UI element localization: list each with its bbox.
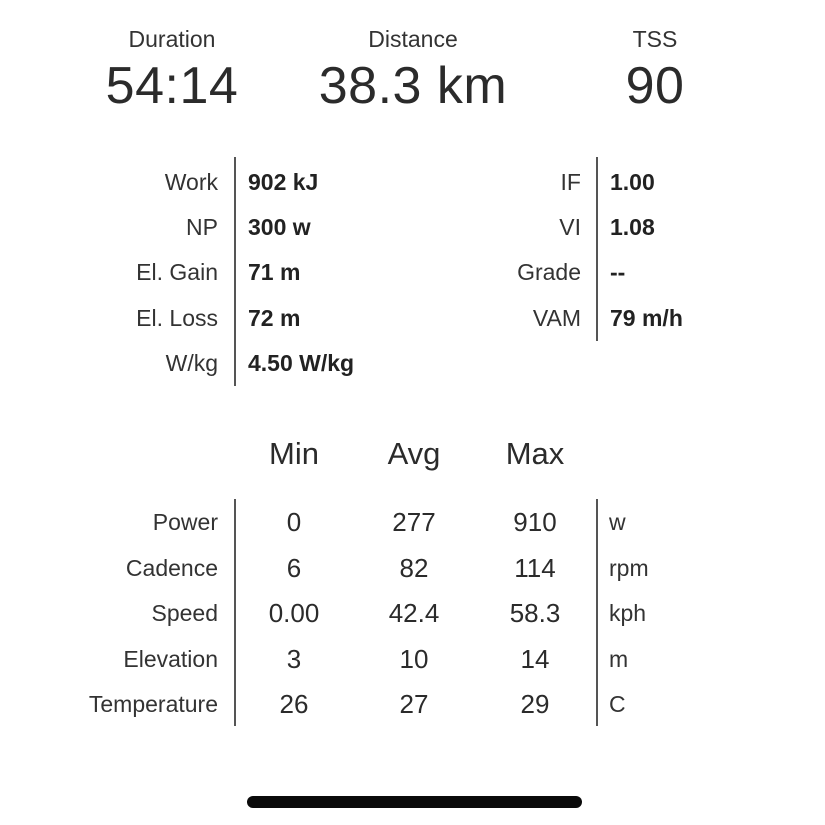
- metric-label-work: Work: [164, 169, 218, 195]
- cell-speed-max: 58.3: [509, 598, 561, 628]
- unit-power: w: [609, 509, 626, 535]
- cell-power-max: 910: [513, 507, 557, 537]
- metrics-left-divider: [234, 157, 236, 386]
- cell-temperature-avg: 27: [399, 689, 429, 719]
- cell-temperature-max: 29: [520, 689, 550, 719]
- cell-elevation-max: 14: [520, 644, 550, 674]
- metric-value-if: 1.00: [610, 169, 655, 195]
- metric-label-wkg: W/kg: [165, 350, 218, 376]
- metric-value-el-loss: 72 m: [248, 305, 301, 331]
- stats-left-divider: [234, 499, 236, 726]
- cell-speed-avg: 42.4: [388, 598, 440, 628]
- metric-label-vi: VI: [559, 214, 581, 240]
- cell-cadence-avg: 82: [399, 553, 429, 583]
- cell-cadence-min: 6: [286, 553, 302, 583]
- row-label-temperature: Temperature: [88, 691, 218, 717]
- unit-temperature: C: [609, 691, 626, 717]
- row-label-power: Power: [152, 509, 218, 535]
- metric-label-grade: Grade: [517, 259, 581, 285]
- tss-label: TSS: [632, 26, 678, 52]
- metric-value-wkg: 4.50 W/kg: [248, 350, 355, 376]
- metric-label-np: NP: [186, 214, 218, 240]
- row-label-speed: Speed: [151, 600, 218, 626]
- row-label-elevation: Elevation: [123, 646, 218, 672]
- metric-value-work: 902 kJ: [248, 169, 319, 195]
- column-header-max: Max: [505, 436, 565, 471]
- metrics-right-divider: [596, 157, 598, 341]
- duration-value: 54:14: [105, 57, 239, 115]
- cell-power-avg: 277: [392, 507, 436, 537]
- column-header-avg: Avg: [387, 436, 441, 471]
- metric-value-grade: --: [610, 259, 626, 285]
- cell-power-min: 0: [286, 507, 302, 537]
- unit-elevation: m: [609, 646, 629, 672]
- unit-cadence: rpm: [609, 555, 649, 581]
- metric-label-el-loss: El. Loss: [136, 305, 218, 331]
- metric-label-vam: VAM: [532, 305, 581, 331]
- distance-value: 38.3 km: [318, 57, 508, 115]
- home-indicator[interactable]: [247, 796, 582, 808]
- cell-elevation-avg: 10: [399, 644, 429, 674]
- metric-label-if: IF: [560, 169, 581, 195]
- cell-speed-min: 0.00: [268, 598, 320, 628]
- tss-value: 90: [625, 57, 685, 115]
- metric-label-el-gain: El. Gain: [136, 259, 218, 285]
- metric-value-vam: 79 m/h: [610, 305, 683, 331]
- metric-value-el-gain: 71 m: [248, 259, 301, 285]
- metric-value-vi: 1.08: [610, 214, 655, 240]
- cell-temperature-min: 26: [279, 689, 309, 719]
- metric-value-np: 300 w: [248, 214, 311, 240]
- distance-label: Distance: [368, 26, 458, 52]
- duration-label: Duration: [128, 26, 216, 52]
- row-label-cadence: Cadence: [125, 555, 218, 581]
- unit-speed: kph: [609, 600, 647, 626]
- column-header-min: Min: [269, 436, 319, 471]
- cell-cadence-max: 114: [514, 553, 556, 583]
- cell-elevation-min: 3: [286, 644, 302, 674]
- stats-right-divider: [596, 499, 598, 726]
